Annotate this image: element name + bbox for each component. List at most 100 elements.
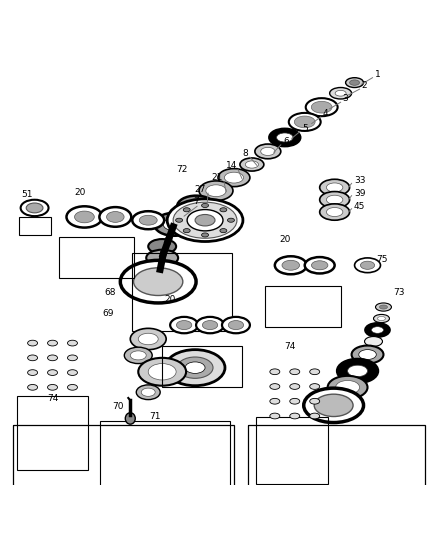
Ellipse shape	[218, 168, 250, 187]
Ellipse shape	[336, 381, 360, 394]
Bar	[100, 421, 230, 523]
Ellipse shape	[48, 384, 57, 390]
Text: 5: 5	[302, 124, 307, 133]
Ellipse shape	[224, 172, 244, 183]
Ellipse shape	[201, 204, 208, 207]
Ellipse shape	[270, 413, 280, 419]
Ellipse shape	[154, 213, 194, 236]
Text: 72: 72	[177, 165, 188, 174]
Ellipse shape	[282, 260, 300, 270]
Ellipse shape	[375, 303, 392, 311]
Text: 20: 20	[279, 236, 290, 244]
Ellipse shape	[222, 317, 250, 333]
Text: 70: 70	[113, 402, 124, 411]
Ellipse shape	[67, 384, 78, 390]
Ellipse shape	[48, 340, 57, 346]
Ellipse shape	[132, 211, 164, 229]
Text: 39: 39	[354, 189, 365, 198]
Text: 20: 20	[75, 188, 86, 197]
Ellipse shape	[67, 206, 102, 228]
Ellipse shape	[148, 262, 176, 277]
Bar	[265, 286, 341, 327]
Text: 4: 4	[323, 109, 328, 118]
Ellipse shape	[227, 218, 234, 222]
Ellipse shape	[67, 355, 78, 361]
Ellipse shape	[28, 384, 38, 390]
Ellipse shape	[173, 202, 237, 238]
Ellipse shape	[195, 214, 215, 226]
Ellipse shape	[355, 258, 381, 273]
Ellipse shape	[48, 355, 57, 361]
Ellipse shape	[326, 183, 343, 192]
Text: 45: 45	[354, 202, 365, 211]
Ellipse shape	[359, 350, 376, 360]
Ellipse shape	[196, 317, 224, 333]
Ellipse shape	[366, 324, 389, 336]
Text: 6: 6	[283, 137, 289, 146]
Ellipse shape	[165, 350, 225, 386]
Ellipse shape	[305, 257, 335, 273]
Text: 8: 8	[242, 149, 248, 158]
Ellipse shape	[138, 358, 186, 386]
Ellipse shape	[304, 388, 364, 423]
Ellipse shape	[320, 191, 350, 208]
Text: 69: 69	[102, 309, 114, 318]
Bar	[248, 425, 425, 533]
Text: 68: 68	[105, 288, 116, 297]
Ellipse shape	[374, 314, 389, 322]
Ellipse shape	[167, 199, 243, 241]
Text: 14: 14	[226, 161, 238, 170]
Ellipse shape	[335, 91, 346, 96]
Ellipse shape	[26, 203, 43, 213]
Ellipse shape	[228, 320, 244, 329]
Ellipse shape	[364, 336, 382, 346]
Ellipse shape	[326, 207, 343, 216]
Ellipse shape	[201, 233, 208, 237]
Text: 7: 7	[193, 197, 199, 206]
Ellipse shape	[202, 320, 218, 329]
Ellipse shape	[379, 305, 388, 309]
Ellipse shape	[185, 362, 205, 374]
Ellipse shape	[134, 268, 183, 295]
Ellipse shape	[183, 208, 190, 212]
Text: 2: 2	[362, 82, 367, 91]
Ellipse shape	[378, 317, 385, 320]
Ellipse shape	[290, 384, 300, 390]
Text: 33: 33	[354, 176, 365, 185]
Ellipse shape	[328, 376, 367, 399]
Ellipse shape	[136, 385, 160, 400]
Text: 51: 51	[21, 190, 32, 198]
Ellipse shape	[326, 195, 343, 204]
Ellipse shape	[276, 133, 293, 142]
Ellipse shape	[177, 320, 192, 329]
Ellipse shape	[346, 78, 364, 87]
Ellipse shape	[177, 196, 215, 217]
Ellipse shape	[199, 181, 233, 200]
Ellipse shape	[289, 113, 321, 131]
Ellipse shape	[163, 218, 185, 231]
Text: 74: 74	[47, 394, 58, 403]
Bar	[162, 345, 242, 386]
Ellipse shape	[170, 317, 198, 333]
Ellipse shape	[270, 384, 280, 390]
Ellipse shape	[350, 80, 360, 85]
Bar	[17, 397, 88, 470]
Ellipse shape	[141, 388, 155, 397]
Ellipse shape	[245, 161, 258, 168]
Ellipse shape	[48, 370, 57, 375]
Text: 20: 20	[164, 295, 176, 304]
Ellipse shape	[338, 359, 378, 382]
Bar	[13, 425, 234, 533]
Ellipse shape	[130, 351, 146, 360]
Ellipse shape	[261, 147, 275, 156]
Ellipse shape	[130, 328, 166, 350]
Bar	[256, 417, 328, 484]
Ellipse shape	[290, 398, 300, 404]
Text: 3: 3	[343, 94, 349, 103]
Ellipse shape	[186, 200, 206, 212]
Ellipse shape	[220, 229, 227, 233]
Ellipse shape	[275, 256, 307, 274]
Ellipse shape	[310, 369, 320, 375]
Text: 75: 75	[376, 255, 387, 264]
Ellipse shape	[294, 116, 315, 128]
